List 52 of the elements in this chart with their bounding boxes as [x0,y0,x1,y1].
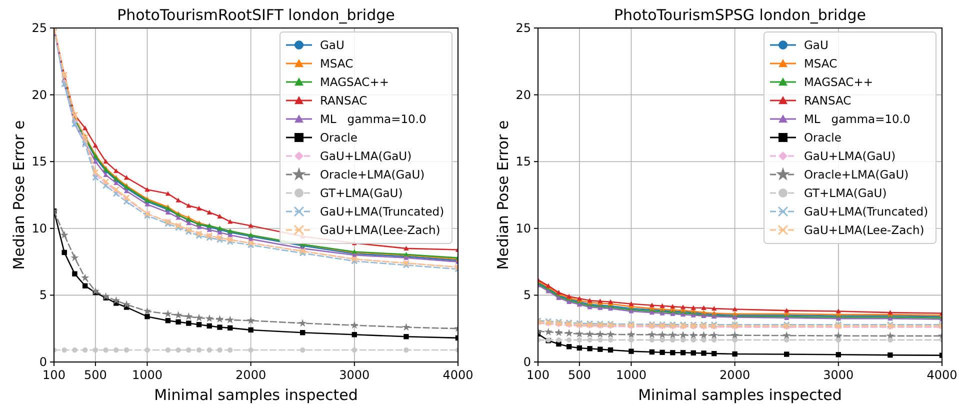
legend-label: ML gamma=10.0 [804,112,910,126]
y-tick-label: 25 [516,21,531,35]
y-tick-label: 20 [516,88,531,102]
x-tick-label: 2000 [236,368,266,382]
y-tick-label: 0 [39,355,47,369]
x-tick-label: 500 [568,368,591,382]
legend-label: Oracle+LMA(GaU) [320,168,425,182]
legend-label: GaU+LMA(Lee-Zach) [320,223,440,237]
legend-label: Oracle [320,130,358,144]
legend-label: Oracle [804,130,842,144]
legend-label: Oracle+LMA(GaU) [804,168,909,182]
legend-label: RANSAC [320,94,368,108]
legend-label: GT+LMA(GaU) [320,186,403,200]
legend-label: GaU+LMA(Truncated) [804,204,928,218]
y-tick-label: 10 [516,221,531,236]
y-tick-label: 0 [523,355,531,369]
legend-label: MSAC [320,56,354,70]
legend-label: MSAC [804,56,838,70]
y-axis-title: Median Pose Error e [494,120,512,270]
y-tick-label: 10 [32,221,47,236]
chart-title: PhotoTourismRootSIFT london_bridge [117,6,395,24]
legend-label: GaU [320,38,344,52]
legend-label: GaU+LMA(Lee-Zach) [804,223,924,237]
legend-label: MAGSAC++ [320,75,389,89]
x-tick-label: 1000 [616,368,647,382]
x-tick-label: 100 [42,368,66,382]
chart-title: PhotoTourismSPSG london_bridge [614,6,866,24]
legend-label: MAGSAC++ [804,75,873,89]
y-tick-label: 15 [516,154,531,169]
y-tick-label: 15 [32,154,47,169]
x-axis-title: Minimal samples inspected [638,386,842,404]
y-axis-title: Median Pose Error e [10,120,28,270]
x-tick-label: 4000 [926,368,958,382]
x-tick-label: 3000 [823,368,854,382]
x-tick-label: 2000 [720,368,750,382]
legend-label: RANSAC [804,94,852,108]
legend-label: GT+LMA(GaU) [804,186,887,200]
y-tick-label: 5 [523,288,531,302]
x-tick-label: 3000 [339,368,370,382]
x-tick-label: 1000 [132,368,163,382]
legend-label: GaU [804,38,828,52]
y-tick-label: 25 [32,21,47,35]
y-tick-label: 20 [32,88,47,102]
x-axis-title: Minimal samples inspected [154,386,358,404]
y-tick-label: 5 [39,288,47,302]
x-tick-label: 4000 [442,368,474,382]
x-tick-label: 100 [526,368,550,382]
legend-label: GaU+LMA(GaU) [320,149,412,163]
legend-label: ML gamma=10.0 [320,112,426,126]
legend-label: GaU+LMA(Truncated) [320,204,444,218]
legend-label: GaU+LMA(GaU) [804,149,896,163]
x-tick-label: 500 [84,368,107,382]
